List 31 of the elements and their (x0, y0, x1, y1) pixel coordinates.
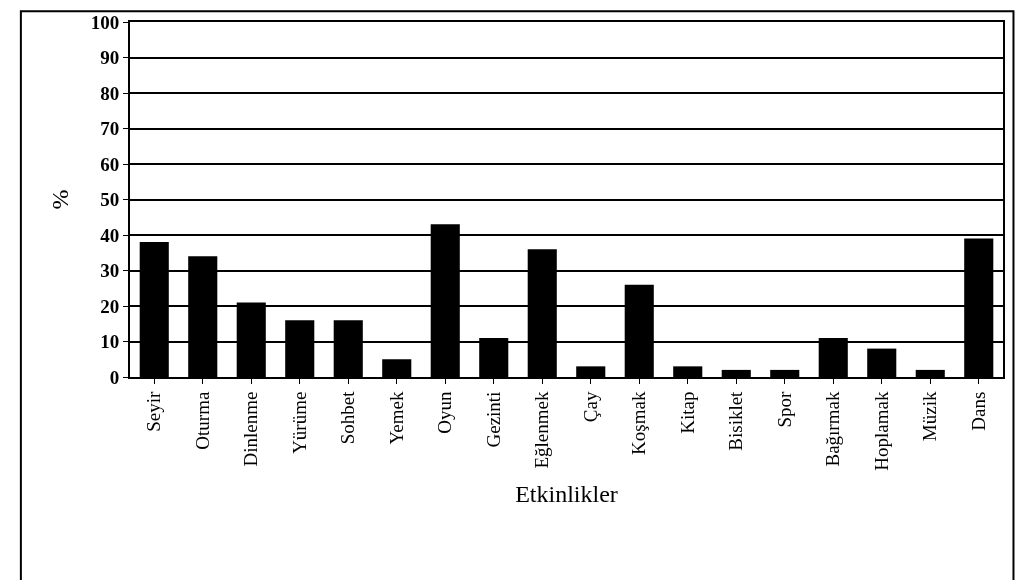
x-tick-label: Eğlenmek (531, 391, 553, 469)
x-tick-label: Dinlenme (240, 391, 262, 467)
y-tick-label: 0 (109, 366, 120, 388)
x-tick-label: Bağırmak (822, 391, 844, 467)
x-tick-label: Oyun (434, 391, 456, 434)
x-tick-label: Yürüme (288, 391, 310, 454)
x-tick-label: Gezinti (482, 391, 504, 448)
x-tick-label: Seyir (143, 390, 165, 432)
y-tick-label: 50 (100, 189, 120, 211)
x-tick-label: Yemek (385, 391, 407, 445)
y-tick-label: 100 (90, 11, 120, 33)
y-tick-label: 40 (100, 224, 120, 246)
y-tick-label: 60 (100, 153, 120, 175)
y-tick-label: 80 (100, 82, 120, 104)
x-tick-label: Hoplamak (870, 391, 892, 471)
y-axis-title: % (47, 189, 74, 210)
y-tick-label: 70 (100, 118, 120, 140)
x-tick-label: Dans (967, 391, 989, 431)
x-tick-label: Sohbet (337, 390, 359, 445)
y-tick-label: 20 (100, 295, 120, 317)
x-tick-label: Oturma (191, 391, 213, 450)
x-tick-label: Spor (773, 390, 795, 428)
x-tick-label: Bisiklet (725, 390, 747, 451)
y-tick-label: 90 (100, 47, 120, 69)
x-tick-label: Çay (579, 391, 601, 423)
y-tick-label: 10 (100, 331, 120, 353)
x-axis-title: Etkinlikler (515, 480, 618, 507)
x-tick-label: Koşmak (628, 391, 650, 455)
x-tick-label: Müzik (919, 391, 941, 442)
y-tick-label: 30 (100, 260, 120, 282)
x-tick-label: Kitap (676, 391, 698, 434)
